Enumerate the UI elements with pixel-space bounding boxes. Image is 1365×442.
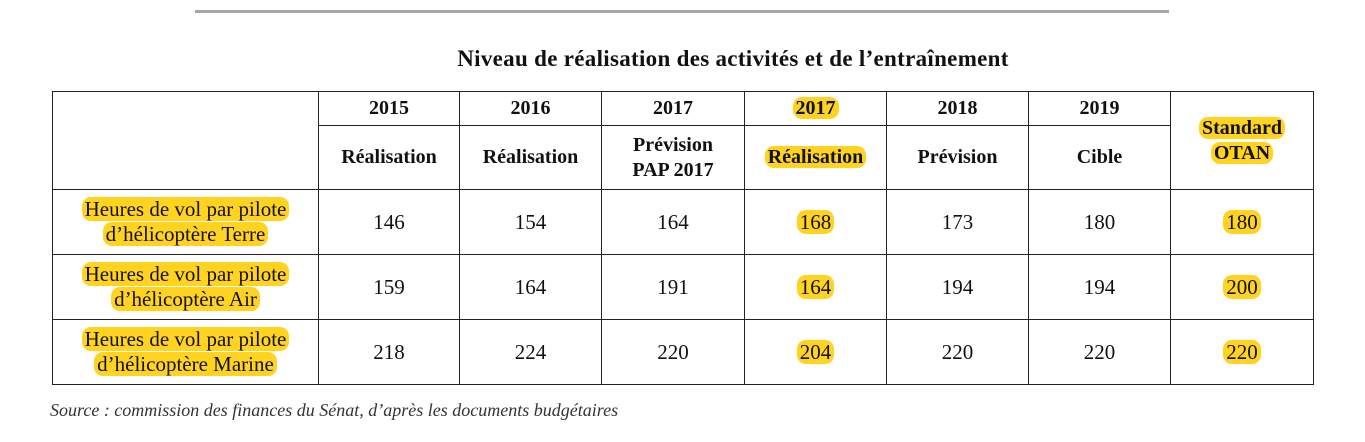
value-cell: 164 <box>459 254 602 320</box>
value-cell: 220 <box>1028 319 1171 385</box>
value-cell: 146 <box>318 189 460 255</box>
subheader: Réalisation <box>764 146 867 168</box>
standard-cell: Standard OTAN <box>1170 91 1314 190</box>
value-cell: 220 <box>886 319 1029 385</box>
value: 173 <box>941 209 974 234</box>
value-cell: 218 <box>318 319 460 385</box>
subheader-cell: Réalisation <box>744 125 887 190</box>
subheader-cell: Prévision PAP 2017 <box>601 125 745 190</box>
year: 2017 <box>653 97 693 119</box>
value-cell: 194 <box>1028 254 1171 320</box>
value: 180 <box>1223 209 1261 234</box>
year: 2016 <box>510 97 551 119</box>
value: 154 <box>514 209 547 234</box>
year-cell: 2017 <box>601 91 745 126</box>
value: 220 <box>941 339 974 364</box>
value-cell: 220 <box>1170 319 1314 385</box>
value: 146 <box>373 209 405 234</box>
value: 220 <box>1223 339 1261 364</box>
data-row: Heures de vol par pilote d’hélicoptère Ai… <box>52 254 1314 320</box>
source-note: Source : commission des finances du Séna… <box>50 400 619 420</box>
row-label: Heures de vol par pilote <box>81 262 290 286</box>
year-cell: 2019 <box>1028 91 1171 126</box>
value-cell: 220 <box>601 319 745 385</box>
value-cell: 168 <box>744 189 887 255</box>
row-label: d’hélicoptère Marine <box>94 352 277 376</box>
row-label-cell: Heures de vol par pilote d’hélicoptère Te… <box>52 189 319 255</box>
corner-cell <box>52 91 319 190</box>
value-cell: 164 <box>744 254 887 320</box>
table-title: Niveau de réalisation des activités et d… <box>457 46 1009 71</box>
value-cell: 191 <box>601 254 745 320</box>
subheader: Prévision <box>633 133 713 156</box>
row-label: d’hélicoptère Terre <box>102 222 269 246</box>
value: 164 <box>514 274 547 299</box>
year-cell: 2017 <box>744 91 887 126</box>
value: 220 <box>1083 339 1116 364</box>
value-cell: 194 <box>886 254 1029 320</box>
value-cell: 204 <box>744 319 887 385</box>
value: 159 <box>373 274 405 299</box>
value-cell: 224 <box>459 319 602 385</box>
value-cell: 173 <box>886 189 1029 255</box>
value: 168 <box>796 209 835 234</box>
subheader-cell: Cible <box>1028 125 1171 190</box>
value-cell: 159 <box>318 254 460 320</box>
value: 194 <box>941 274 974 299</box>
table: 2015 2016 2017 2017 2018 2019 Standard OTAN Réal… <box>52 91 1314 385</box>
value: 218 <box>373 339 405 364</box>
value-cell: 154 <box>459 189 602 255</box>
subheader: Réalisation <box>341 146 437 168</box>
value: 220 <box>657 339 689 364</box>
subheader-cell: Réalisation <box>459 125 602 190</box>
data-row: Heures de vol par pilote d’hélicoptère Te… <box>52 189 1314 255</box>
subheader: Réalisation <box>482 146 579 168</box>
data-row: Heures de vol par pilote d’hélicoptère Ma… <box>52 319 1314 385</box>
value-cell: 200 <box>1170 254 1314 320</box>
value: 164 <box>657 209 689 234</box>
row-label-cell: Heures de vol par pilote d’hélicoptère Ai… <box>52 254 319 320</box>
value: 180 <box>1083 209 1116 234</box>
value-cell: 180 <box>1028 189 1171 255</box>
year-cell: 2016 <box>459 91 602 126</box>
subheader-cell: Prévision <box>886 125 1029 190</box>
row-label: Heures de vol par pilote <box>81 327 290 351</box>
value: 224 <box>514 339 547 364</box>
value: 164 <box>796 274 835 299</box>
value: 200 <box>1223 274 1261 299</box>
year: 2018 <box>937 97 978 119</box>
value: 191 <box>657 274 689 299</box>
header-row: 2015 2016 2017 2017 2018 2019 Standard OTAN <box>52 91 1314 190</box>
year: 2019 <box>1079 97 1120 119</box>
value-cell: 164 <box>601 189 745 255</box>
standard-label: OTAN <box>1210 141 1274 164</box>
subheader-cell: Réalisation <box>318 125 460 190</box>
separator <box>195 10 1169 13</box>
value-cell: 180 <box>1170 189 1314 255</box>
year-cell: 2018 <box>886 91 1029 126</box>
value: 204 <box>796 339 835 364</box>
year: 2015 <box>369 97 409 119</box>
row-label: Heures de vol par pilote <box>81 197 290 221</box>
value: 194 <box>1083 274 1116 299</box>
year-cell: 2015 <box>318 91 460 126</box>
row-label: d’hélicoptère Air <box>111 287 260 311</box>
subheader: Cible <box>1076 146 1123 168</box>
subheader: Prévision <box>917 146 998 168</box>
year: 2017 <box>792 97 839 119</box>
header-row: Réalisation Réalisation Prévision PAP 2017 R… <box>53 125 1314 190</box>
subheader: PAP 2017 <box>632 158 714 181</box>
row-label-cell: Heures de vol par pilote d’hélicoptère Ma… <box>52 319 319 385</box>
standard-label: Standard <box>1198 116 1286 139</box>
